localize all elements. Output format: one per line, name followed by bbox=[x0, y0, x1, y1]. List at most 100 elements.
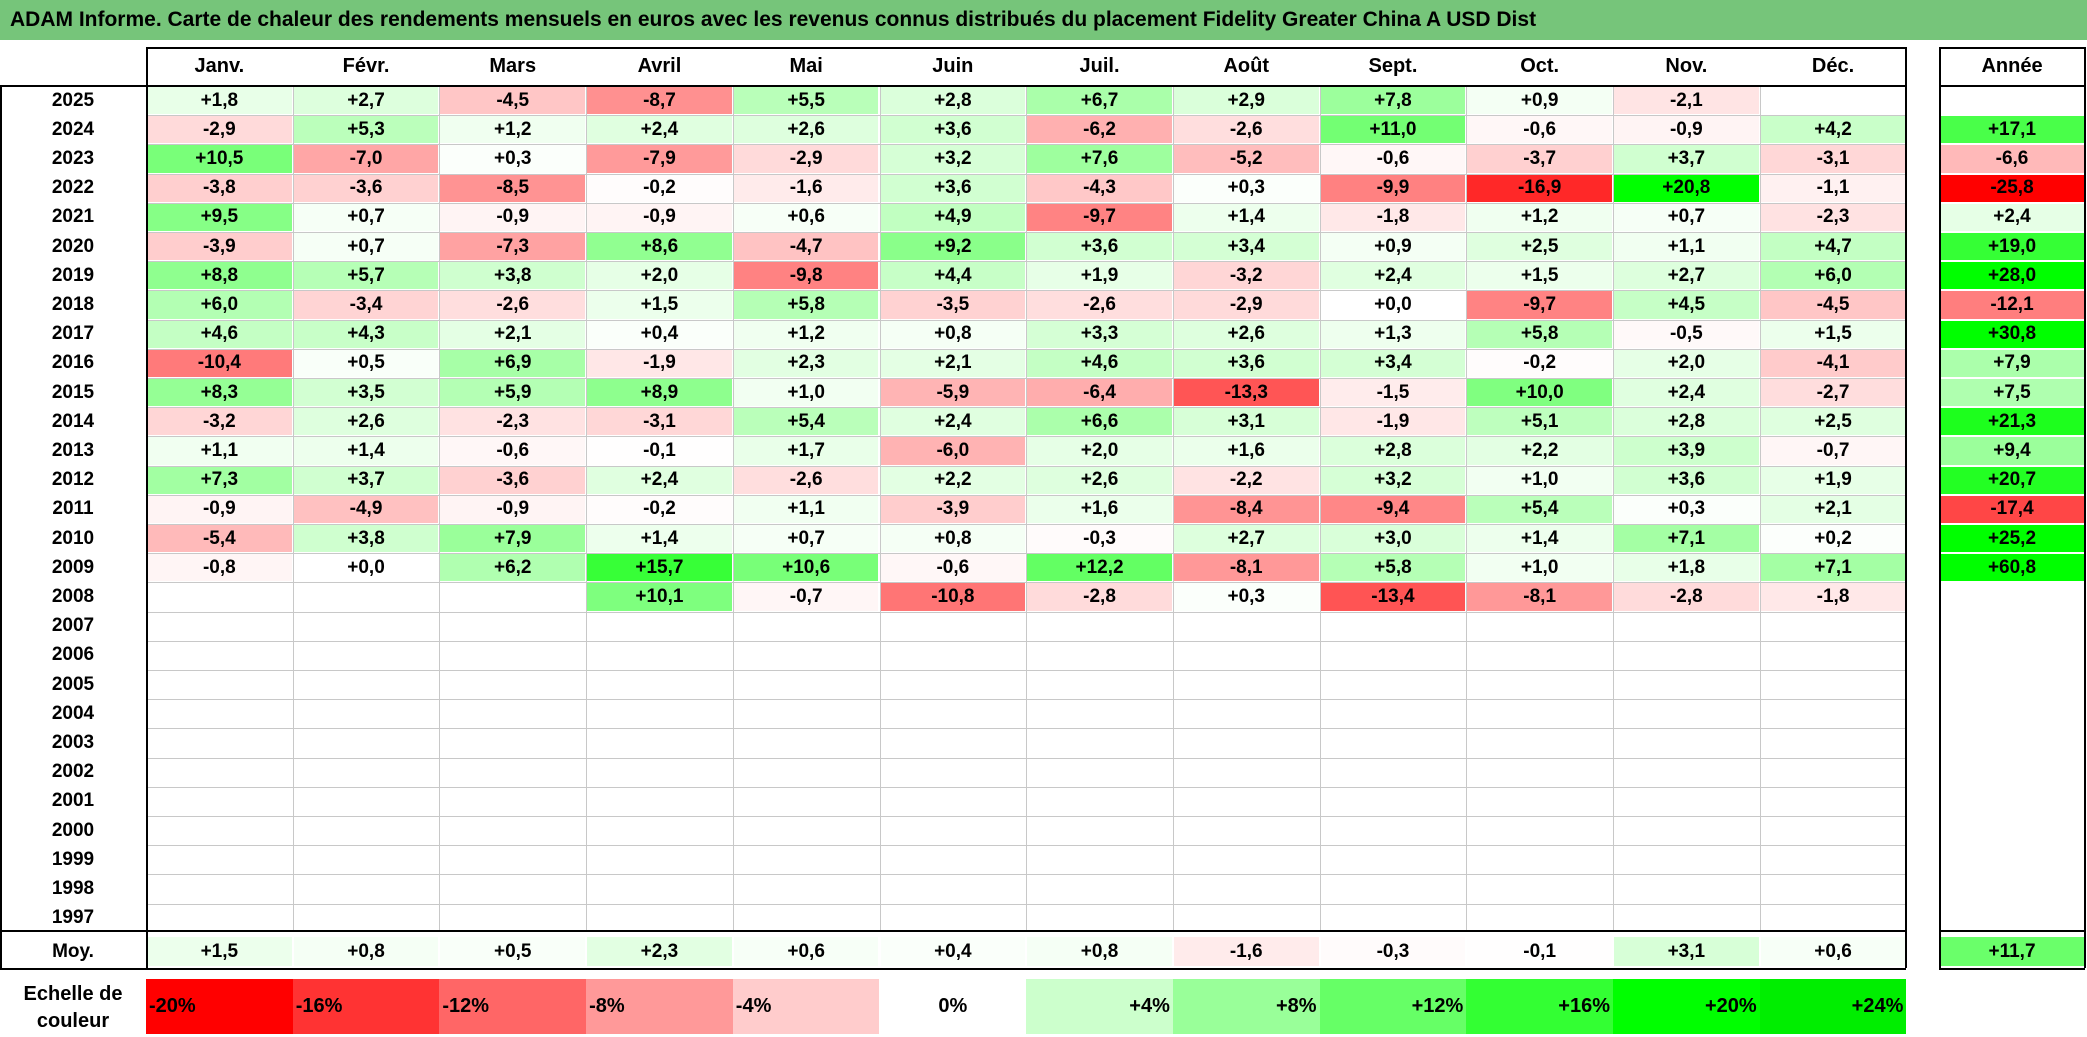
heatmap-cell bbox=[1760, 700, 1906, 728]
heatmap-cell: -2,6 bbox=[1027, 291, 1172, 319]
heatmap-cell: +3,0 bbox=[1320, 525, 1466, 553]
color-scale-swatch: -20% bbox=[146, 979, 293, 1034]
heatmap-cell: +0,0 bbox=[1320, 291, 1466, 319]
column-header-2: Févr. bbox=[342, 54, 390, 77]
heatmap-cell: +5,4 bbox=[1467, 495, 1612, 523]
heatmap-cell bbox=[1173, 846, 1319, 874]
row-year-label: 2014 bbox=[51, 410, 95, 432]
frame-line bbox=[0, 85, 1907, 87]
heatmap-cell bbox=[1614, 729, 1759, 757]
heatmap-cell: +2,7 bbox=[1173, 525, 1319, 553]
heatmap-cell: +6,0 bbox=[147, 291, 292, 319]
heatmap-cell: -3,9 bbox=[147, 233, 292, 261]
column-header-4: Avril bbox=[637, 54, 682, 77]
heatmap-cell: +3,6 bbox=[1173, 349, 1319, 377]
heatmap-cell bbox=[733, 846, 879, 874]
heatmap-cell: +1,1 bbox=[1614, 233, 1759, 261]
grid-line bbox=[146, 144, 1907, 146]
heatmap-cell bbox=[1614, 758, 1759, 786]
heatmap-cell: +1,5 bbox=[587, 291, 732, 319]
row-year-label: 2025 bbox=[51, 89, 95, 111]
heatmap-cell: +2,4 bbox=[587, 466, 732, 494]
heatmap-cell: +7,6 bbox=[1027, 145, 1172, 173]
row-year-label: 2013 bbox=[51, 439, 95, 461]
annual-cell bbox=[1940, 87, 2084, 115]
heatmap-cell: +3,5 bbox=[293, 379, 439, 407]
annual-cell bbox=[1940, 700, 2084, 728]
annual-cell: -17,4 bbox=[1940, 495, 2084, 523]
heatmap-cell bbox=[1614, 612, 1759, 640]
heatmap-cell bbox=[293, 583, 439, 611]
grid-line bbox=[586, 86, 588, 930]
heatmap-cell: -4,9 bbox=[293, 495, 439, 523]
grid-line bbox=[1613, 86, 1614, 930]
heatmap-cell: +0,8 bbox=[880, 525, 1026, 553]
frame-line bbox=[1939, 47, 1941, 968]
annual-cell: +25,2 bbox=[1940, 525, 2084, 553]
heatmap-cell: -4,1 bbox=[1760, 349, 1906, 377]
annual-cell: +28,0 bbox=[1940, 262, 2084, 290]
heatmap-cell bbox=[147, 904, 292, 932]
heatmap-cell: -1,1 bbox=[1760, 174, 1906, 202]
annual-cell: +9,4 bbox=[1940, 437, 2084, 465]
heatmap-cell: -5,2 bbox=[1173, 145, 1319, 173]
grid-line bbox=[146, 524, 1907, 525]
heatmap-cell: -3,7 bbox=[1467, 145, 1612, 173]
heatmap-cell: +3,7 bbox=[1614, 145, 1759, 173]
heatmap-cell: +2,6 bbox=[1173, 320, 1319, 348]
heatmap-cell: +1,2 bbox=[733, 320, 879, 348]
heatmap-cell bbox=[1320, 787, 1466, 815]
heatmap-cell: -7,9 bbox=[587, 145, 732, 173]
heatmap-cell bbox=[587, 787, 732, 815]
heatmap-cell bbox=[1467, 758, 1612, 786]
heatmap-cell: +8,9 bbox=[587, 379, 732, 407]
heatmap-cell bbox=[1027, 729, 1172, 757]
heatmap-cell: +3,1 bbox=[1173, 408, 1319, 436]
column-header-8: Août bbox=[1223, 54, 1269, 77]
heatmap-cell bbox=[1614, 700, 1759, 728]
heatmap-cell bbox=[733, 671, 879, 699]
heatmap-cell: -0,2 bbox=[1467, 349, 1612, 377]
heatmap-cell: +5,8 bbox=[733, 291, 879, 319]
heatmap-cell bbox=[1760, 787, 1906, 815]
heatmap-cell bbox=[880, 875, 1026, 903]
heatmap-cell bbox=[440, 904, 586, 932]
annual-cell bbox=[1940, 583, 2084, 611]
heatmap-cell: +5,9 bbox=[440, 379, 586, 407]
row-year-label: 2010 bbox=[51, 527, 95, 549]
heatmap-cell: +3,8 bbox=[440, 262, 586, 290]
grid-line bbox=[146, 202, 1907, 204]
heatmap-cell: -3,1 bbox=[587, 408, 732, 436]
heatmap-cell bbox=[1320, 641, 1466, 669]
heatmap-cell: +2,0 bbox=[1614, 349, 1759, 377]
heatmap-cell bbox=[1467, 700, 1612, 728]
heatmap-cell: +5,4 bbox=[733, 408, 879, 436]
heatmap-cell: +10,1 bbox=[587, 583, 732, 611]
heatmap-cell: -9,4 bbox=[1320, 495, 1466, 523]
heatmap-cell: +0,7 bbox=[733, 525, 879, 553]
grid-line bbox=[146, 465, 1907, 467]
heatmap-cell: +5,7 bbox=[293, 262, 439, 290]
heatmap-cell: -1,5 bbox=[1320, 379, 1466, 407]
row-year-label: 2015 bbox=[51, 381, 95, 403]
heatmap-cell: +1,3 bbox=[1320, 320, 1466, 348]
heatmap-cell: -3,8 bbox=[147, 174, 292, 202]
heatmap-cell bbox=[1467, 729, 1612, 757]
heatmap-cell bbox=[1173, 787, 1319, 815]
heatmap-cell bbox=[147, 729, 292, 757]
heatmap-cell bbox=[880, 612, 1026, 640]
heatmap-cell: +4,6 bbox=[1027, 349, 1172, 377]
heatmap-cell: -5,4 bbox=[147, 525, 292, 553]
average-cell: +0,6 bbox=[1760, 937, 1906, 966]
heatmap-cell bbox=[1760, 729, 1906, 757]
heatmap-cell bbox=[293, 875, 439, 903]
frame-line bbox=[1905, 47, 1908, 968]
average-cell: +0,6 bbox=[733, 937, 879, 966]
heatmap-cell: +2,2 bbox=[1467, 437, 1612, 465]
heatmap-cell bbox=[1173, 875, 1319, 903]
heatmap-cell bbox=[440, 700, 586, 728]
heatmap-cell: -3,2 bbox=[147, 408, 292, 436]
heatmap-cell: +0,5 bbox=[293, 349, 439, 377]
heatmap-cell: -10,8 bbox=[880, 583, 1026, 611]
heatmap-cell bbox=[1467, 641, 1612, 669]
